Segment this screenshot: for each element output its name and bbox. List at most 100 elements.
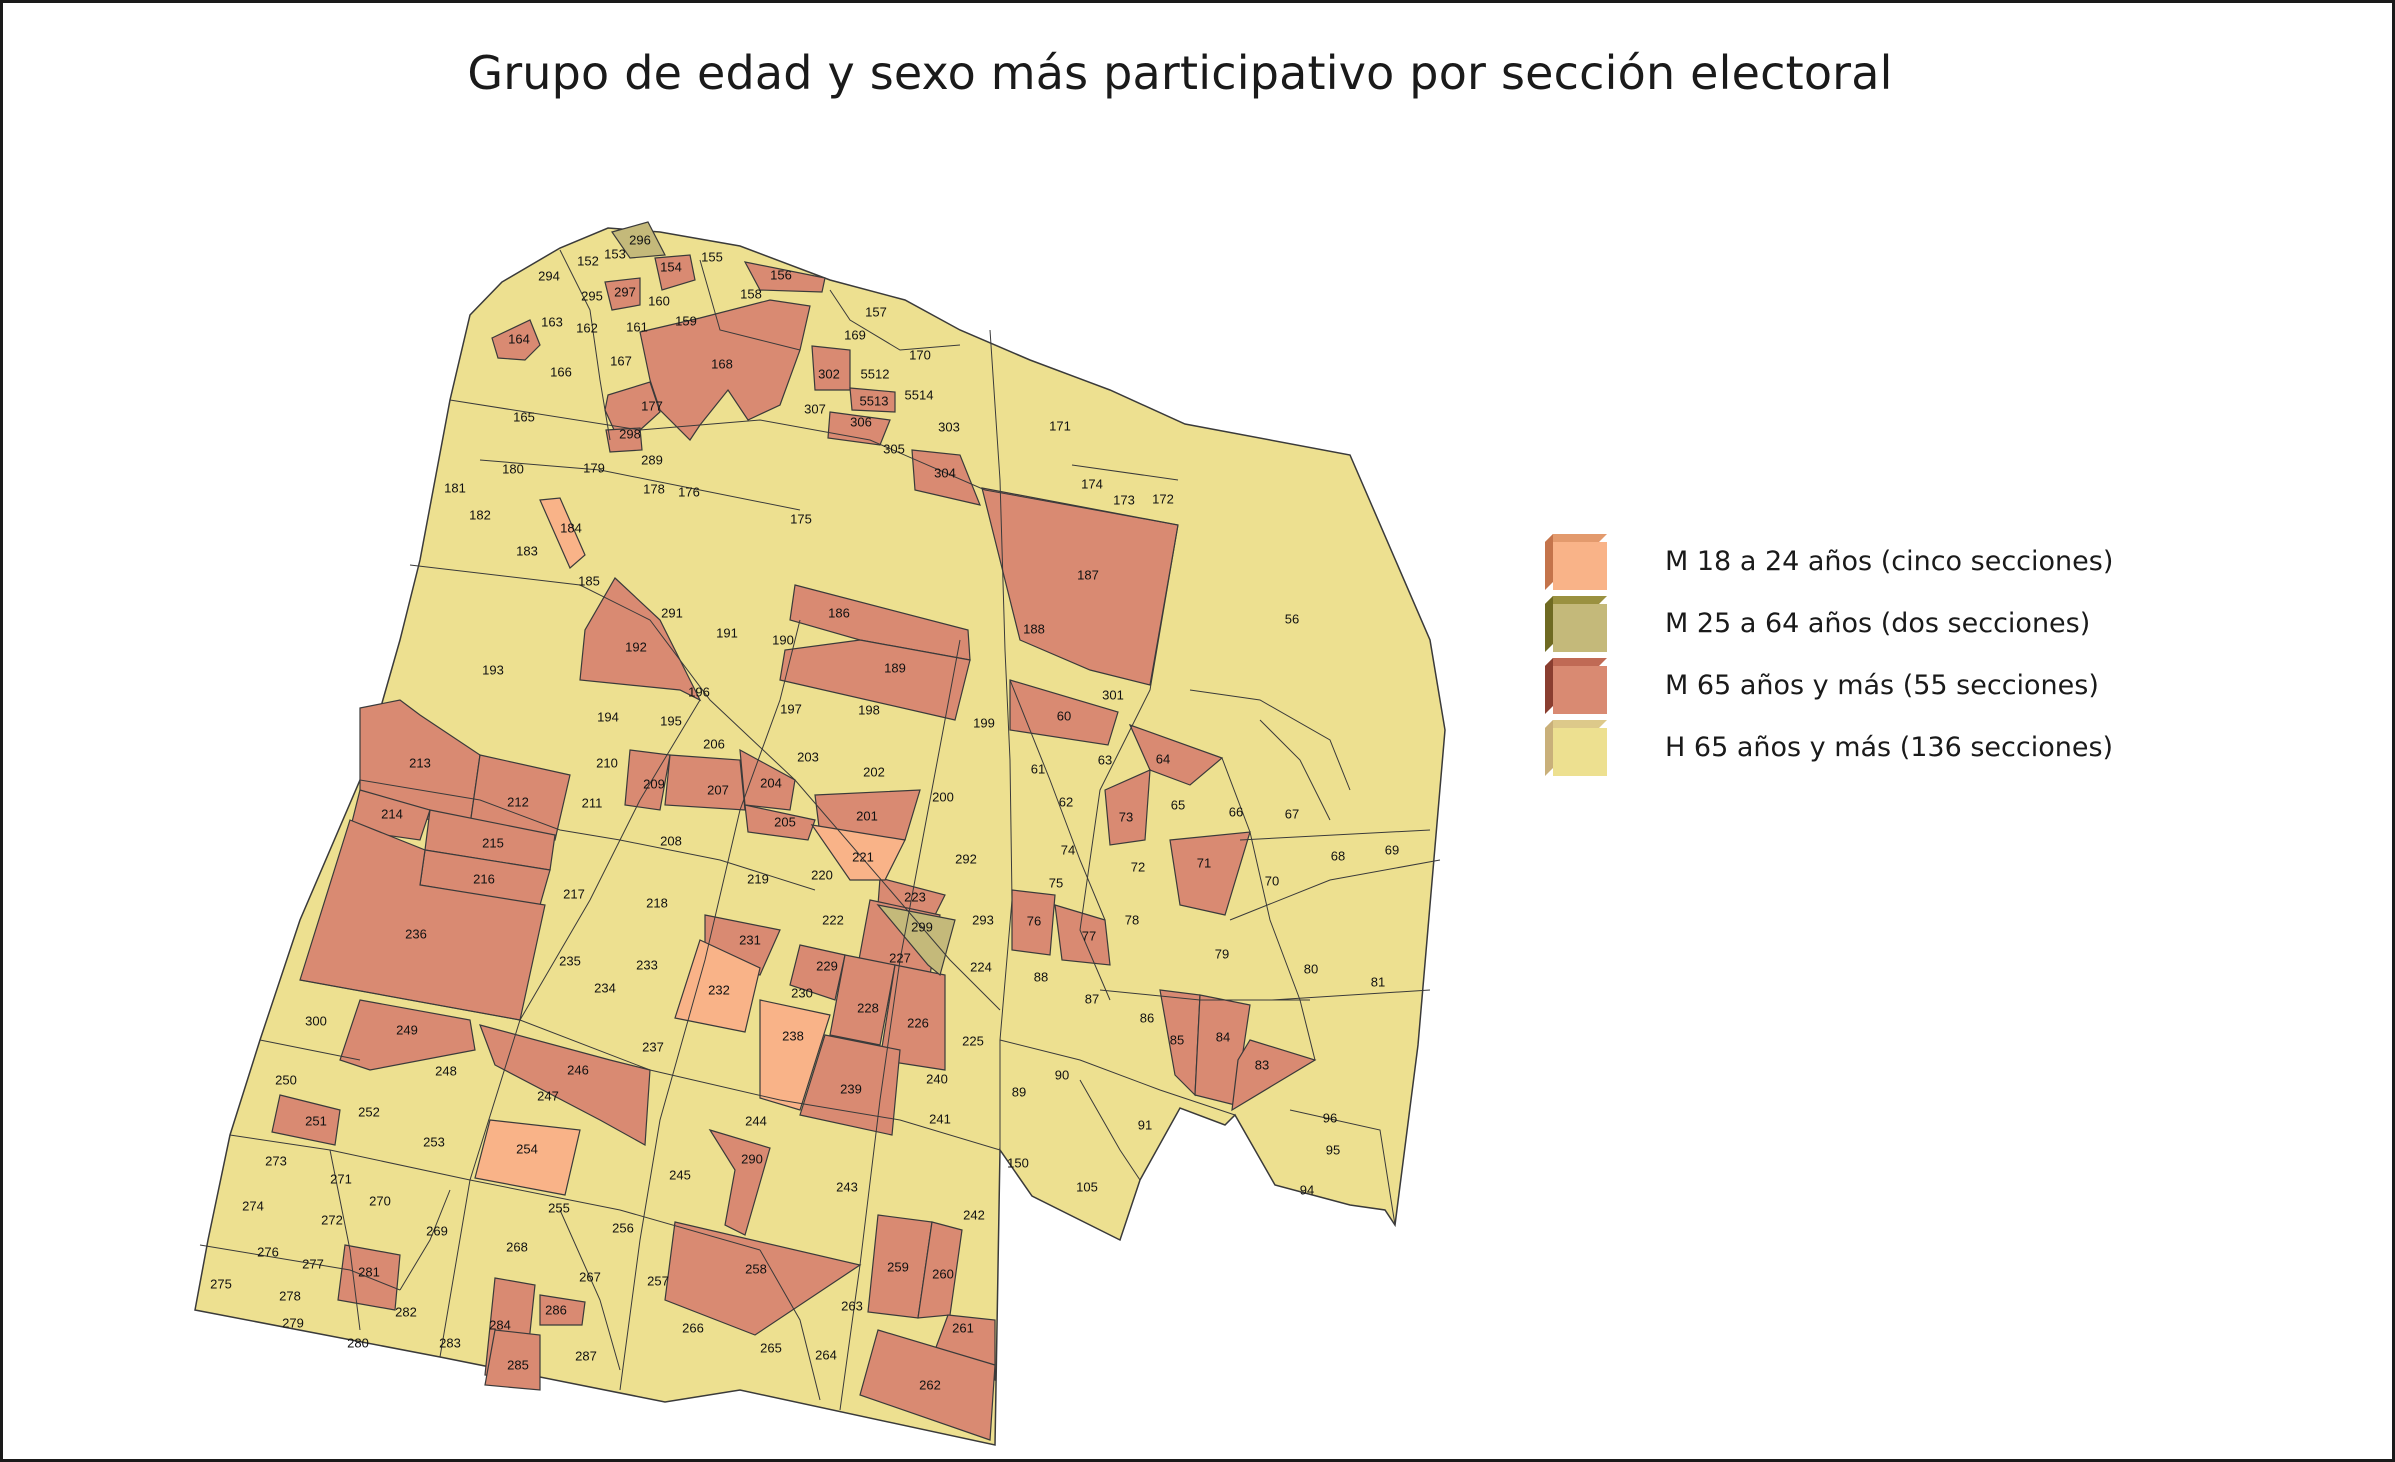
section-189[interactable] <box>779 639 971 721</box>
section-label: 246 <box>567 1062 589 1077</box>
section-label: 245 <box>669 1167 691 1182</box>
legend-item-m_25_64: M 25 a 64 años (dos secciones) <box>1545 592 2245 652</box>
section-label: 217 <box>563 886 585 901</box>
section-246[interactable] <box>479 1024 651 1146</box>
section-60[interactable] <box>1009 679 1119 746</box>
section-label: 232 <box>708 982 730 997</box>
section-label: 257 <box>647 1273 669 1288</box>
section-286[interactable] <box>539 1294 586 1326</box>
section-label: 264 <box>815 1347 837 1362</box>
section-label: 194 <box>597 709 619 724</box>
section-label: 69 <box>1385 842 1399 857</box>
section-label: 177 <box>641 398 663 413</box>
section-label: 105 <box>1076 1179 1098 1194</box>
section-label: 260 <box>932 1266 954 1281</box>
section-290[interactable] <box>708 1128 771 1236</box>
section-label: 158 <box>740 286 762 301</box>
section-label: 222 <box>822 912 844 927</box>
section-212[interactable] <box>469 754 571 841</box>
section-73[interactable] <box>1104 769 1151 846</box>
section-label: 248 <box>435 1063 457 1078</box>
section-306[interactable] <box>827 411 891 446</box>
section-label: 71 <box>1197 855 1211 870</box>
section-label: 162 <box>576 320 598 335</box>
section-label: 218 <box>646 895 668 910</box>
section-label: 237 <box>642 1039 664 1054</box>
section-label: 223 <box>904 889 926 904</box>
section-168[interactable] <box>639 299 811 441</box>
section-5513[interactable] <box>849 387 896 413</box>
section-label: 206 <box>703 736 725 751</box>
section-label: 235 <box>559 953 581 968</box>
section-label: 262 <box>919 1377 941 1392</box>
section-label: 259 <box>887 1259 909 1274</box>
legend-swatch <box>1545 596 1607 652</box>
section-249[interactable] <box>339 999 476 1071</box>
legend-label: M 25 a 64 años (dos secciones) <box>1665 608 2091 639</box>
section-label: 192 <box>625 639 647 654</box>
section-label: 154 <box>660 259 682 274</box>
section-83[interactable] <box>1231 1039 1317 1112</box>
section-label: 225 <box>962 1033 984 1048</box>
section-64[interactable] <box>1128 723 1224 786</box>
section-label: 263 <box>841 1298 863 1313</box>
section-209[interactable] <box>624 749 671 811</box>
section-297[interactable] <box>604 277 641 311</box>
legend-swatch <box>1545 658 1607 714</box>
section-296[interactable] <box>611 221 666 259</box>
section-304[interactable] <box>911 449 981 506</box>
section-label: 188 <box>1023 621 1045 636</box>
section-226[interactable] <box>879 964 946 1071</box>
section-221[interactable] <box>810 824 906 881</box>
section-239[interactable] <box>799 1034 901 1136</box>
section-229[interactable] <box>789 944 846 1001</box>
section-71[interactable] <box>1169 831 1251 916</box>
section-262[interactable] <box>859 1329 996 1441</box>
section-label: 179 <box>583 460 605 475</box>
section-205[interactable] <box>744 804 816 841</box>
section-label: 295 <box>581 288 603 303</box>
section-label: 244 <box>745 1113 767 1128</box>
section-label: 90 <box>1055 1067 1069 1082</box>
section-238[interactable] <box>759 999 831 1111</box>
section-254[interactable] <box>474 1119 581 1196</box>
section-251[interactable] <box>271 1094 341 1146</box>
section-228[interactable] <box>829 954 896 1046</box>
section-label: 96 <box>1323 1110 1337 1125</box>
section-label: 187 <box>1077 567 1099 582</box>
section-label: 184 <box>560 520 582 535</box>
section-154[interactable] <box>654 254 696 291</box>
section-label: 73 <box>1119 809 1133 824</box>
section-label: 211 <box>582 795 603 810</box>
section-192[interactable] <box>579 577 702 702</box>
legend-label: M 65 años y más (55 secciones) <box>1665 670 2099 701</box>
section-label: 83 <box>1255 1057 1269 1072</box>
section-label: 226 <box>907 1015 929 1030</box>
section-156[interactable] <box>743 261 826 293</box>
section-label: 56 <box>1285 611 1299 626</box>
section-76[interactable] <box>1011 889 1056 956</box>
section-285[interactable] <box>484 1329 541 1391</box>
section-207[interactable] <box>664 754 746 811</box>
section-label: 229 <box>816 958 838 973</box>
section-label: 253 <box>423 1134 445 1149</box>
legend-swatch <box>1545 720 1607 776</box>
section-label: 70 <box>1265 873 1279 888</box>
section-label: 291 <box>661 605 683 620</box>
section-164[interactable] <box>491 319 541 361</box>
section-232[interactable] <box>674 939 761 1033</box>
section-184[interactable] <box>539 497 586 569</box>
legend-item-m_18_24: M 18 a 24 años (cinco secciones) <box>1545 530 2245 590</box>
section-label: 5513 <box>860 393 889 408</box>
section-label: 66 <box>1229 804 1243 819</box>
section-label: 204 <box>760 775 782 790</box>
section-299[interactable] <box>876 904 956 977</box>
section-label: 234 <box>594 980 616 995</box>
section-label: 60 <box>1057 708 1071 723</box>
legend-label: H 65 años y más (136 secciones) <box>1665 732 2114 763</box>
section-258[interactable] <box>664 1221 862 1336</box>
section-label: 224 <box>970 959 992 974</box>
section-204[interactable] <box>739 748 796 811</box>
section-label: 64 <box>1156 751 1170 766</box>
